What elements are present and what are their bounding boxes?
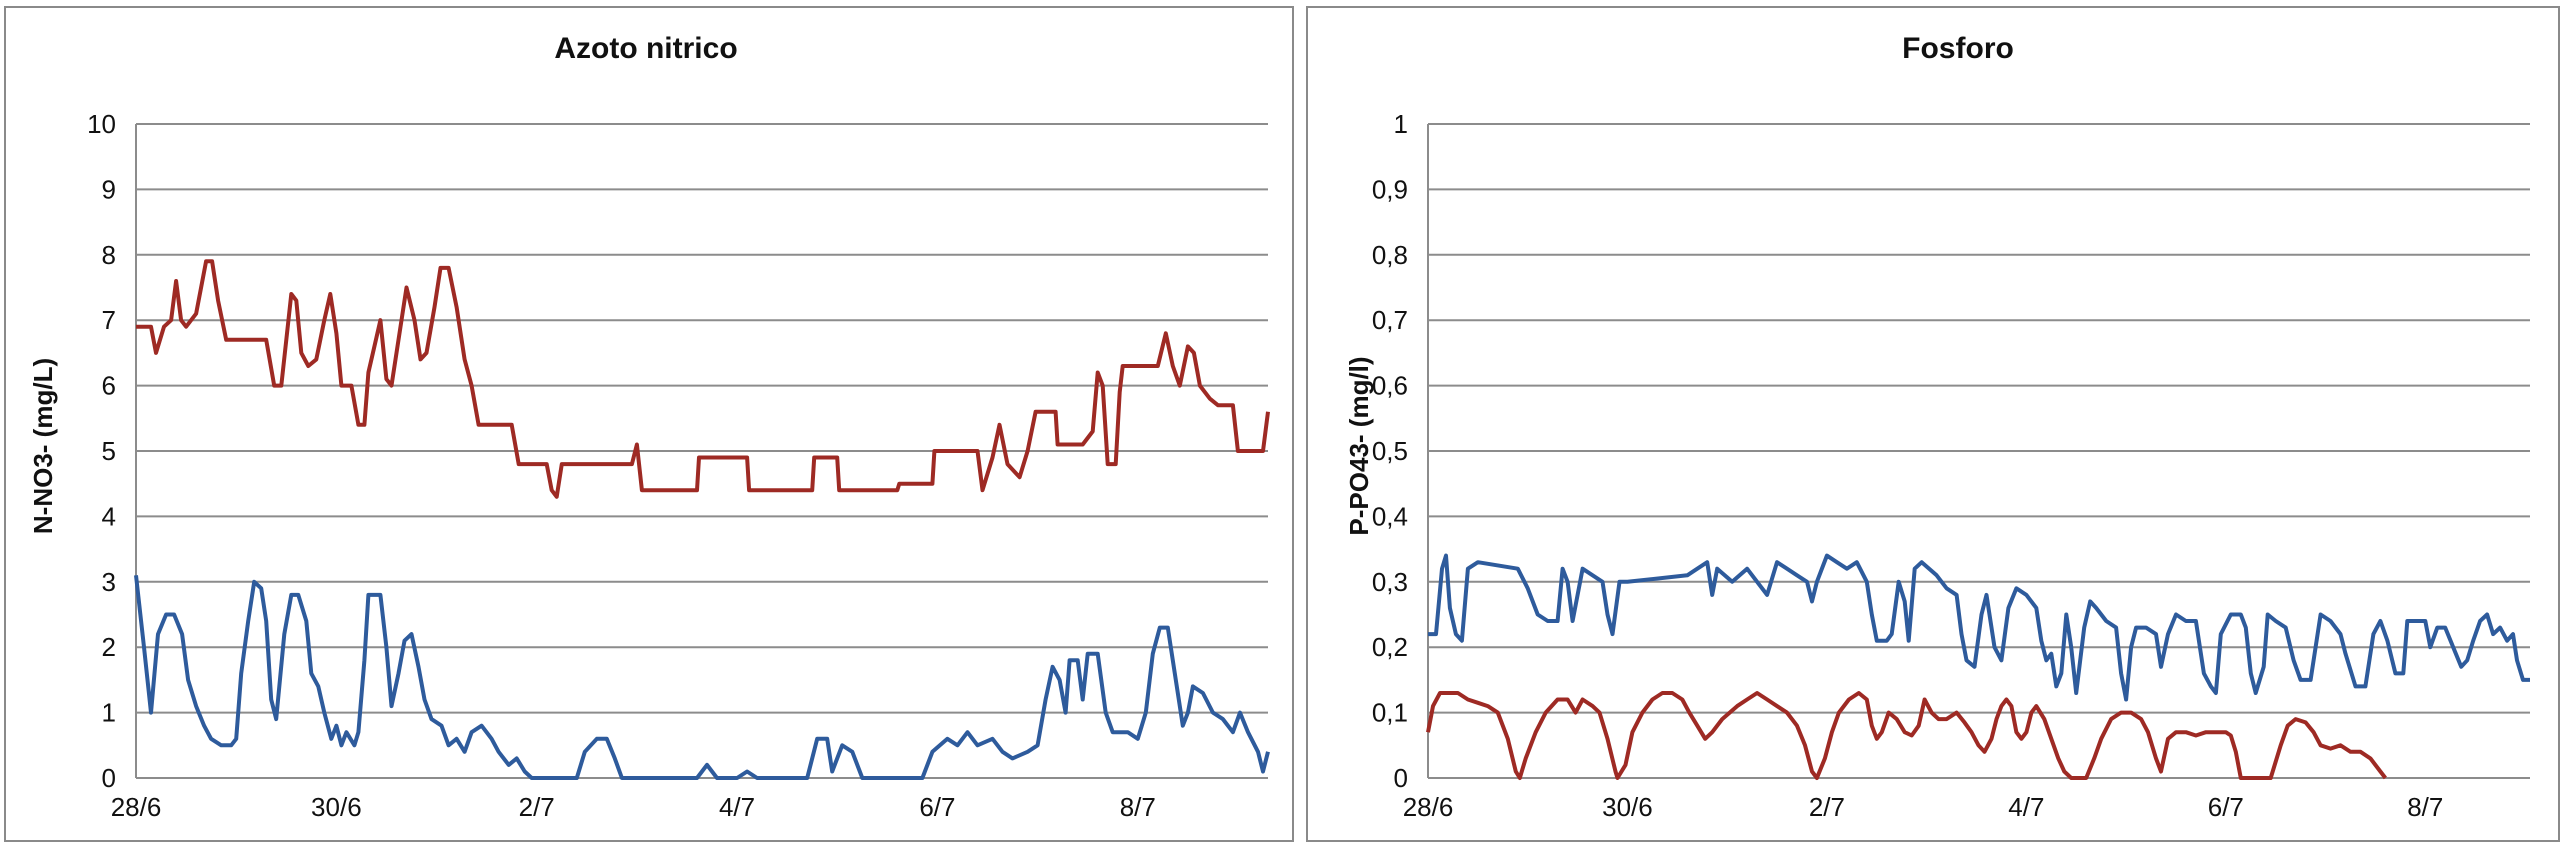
y-tick-label: 8	[102, 240, 116, 270]
y-tick-label: 0	[1394, 763, 1408, 793]
x-tick-label: 6/7	[2208, 792, 2244, 822]
series-line-2	[1426, 691, 2387, 780]
y-tick-label: 0,9	[1372, 174, 1408, 204]
y-axis-label: N-NO3- (mg/L)	[28, 358, 58, 534]
y-tick-label: 0	[102, 763, 116, 793]
x-tick-label: 4/7	[719, 792, 755, 822]
y-tick-label: 4	[102, 501, 116, 531]
chart-panel-fosforo: Fosforo P-PO43- (mg/l) 0 0,1 0,2 0,3 0,4 0,5 0…	[1306, 6, 2560, 842]
x-tick-label: 8/7	[1120, 792, 1156, 822]
chart-fosforo: Fosforo P-PO43- (mg/l) 0 0,1 0,2 0,3 0,4 0,5 0…	[1344, 32, 2530, 822]
y-tick-label: 0,2	[1372, 632, 1408, 662]
series-line-1	[136, 259, 1270, 499]
y-tick-label: 0,7	[1372, 305, 1408, 335]
x-tick-label: 28/6	[1403, 792, 1454, 822]
y-tick-label: 10	[87, 109, 116, 139]
series-line-1	[1428, 553, 2530, 702]
y-tick-label: 5	[102, 436, 116, 466]
series-line-2	[134, 575, 1270, 780]
x-tick-label: 2/7	[1809, 792, 1845, 822]
y-tick-label: 0,4	[1372, 501, 1408, 531]
y-tick-label: 0,8	[1372, 240, 1408, 270]
y-tick-label: 1	[1394, 109, 1408, 139]
y-tick-label: 7	[102, 305, 116, 335]
chart-title: Azoto nitrico	[554, 32, 737, 65]
x-tick-label: 2/7	[519, 792, 555, 822]
y-tick-label: 0,3	[1372, 567, 1408, 597]
y-tick-label: 0,5	[1372, 436, 1408, 466]
chart-panel-azoto: Azoto nitrico N-NO3- (mg/L) 0 1 2 3 4 5 6 7 8 9 10…	[4, 6, 1294, 842]
x-tick-label: 28/6	[111, 792, 162, 822]
y-tick-label: 6	[102, 371, 116, 401]
y-tick-label: 0,1	[1372, 698, 1408, 728]
x-tick-label: 6/7	[919, 792, 955, 822]
y-axis-label: P-PO43- (mg/l)	[1344, 356, 1374, 535]
x-tick-label: 30/6	[311, 792, 362, 822]
x-tick-label: 8/7	[2407, 792, 2443, 822]
chart-azoto-nitrico: Azoto nitrico N-NO3- (mg/L) 0 1 2 3 4 5 6 7 8 9 10…	[28, 32, 1270, 822]
y-tick-label: 3	[102, 567, 116, 597]
y-tick-label: 0,6	[1372, 371, 1408, 401]
x-tick-label: 4/7	[2008, 792, 2044, 822]
chart-title: Fosforo	[1902, 32, 2014, 65]
y-tick-label: 1	[102, 698, 116, 728]
x-tick-label: 30/6	[1602, 792, 1653, 822]
y-tick-label: 2	[102, 632, 116, 662]
y-tick-label: 9	[102, 174, 116, 204]
